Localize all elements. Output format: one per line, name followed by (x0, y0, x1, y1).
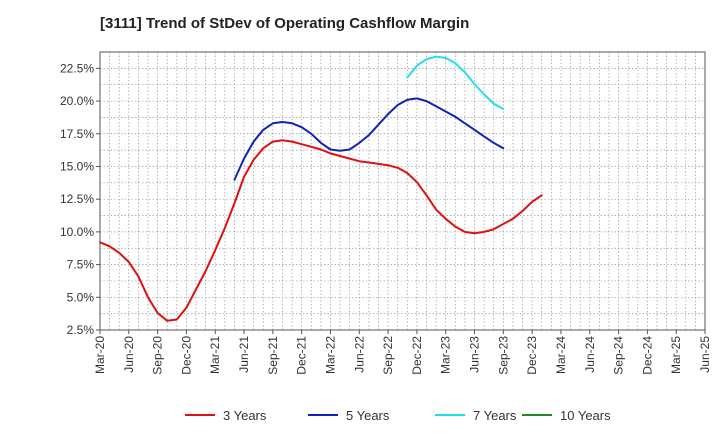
x-axis: Mar-20 Jun-20 Sep-20 Dec-20 Mar-21 Jun-21 Sep-… (93, 330, 712, 375)
grid (100, 52, 705, 330)
y-tick-label: 2.5% (67, 323, 95, 337)
y-tick-label: 15.0% (60, 159, 94, 173)
series-line-5-years (235, 98, 504, 179)
x-tick-label: Jun-24 (583, 336, 597, 373)
x-tick-label: Sep-20 (151, 336, 165, 375)
y-tick-label: 10.0% (60, 225, 94, 239)
x-tick-label: Dec-24 (640, 336, 654, 375)
x-tick-label: Jun-20 (122, 336, 136, 373)
x-tick-label: Sep-22 (381, 336, 395, 375)
y-tick-label: 17.5% (60, 127, 94, 141)
legend-label: 3 Years (223, 408, 267, 423)
legend: 3 Years 5 Years 7 Years 10 Years (185, 408, 611, 423)
y-tick-label: 7.5% (67, 258, 95, 272)
y-axis: 2.5% 5.0% 7.5% 10.0% 12.5% 15.0% 17.5% 20.0% 22.… (60, 61, 100, 337)
x-tick-label: Dec-21 (295, 336, 309, 375)
chart-title: [3111] Trend of StDev of Operating Cashf… (100, 15, 469, 32)
x-tick-label: Dec-23 (525, 336, 539, 375)
x-tick-label: Jun-21 (237, 336, 251, 373)
legend-label: 5 Years (346, 408, 390, 423)
x-tick-label: Jun-23 (468, 336, 482, 373)
legend-label: 7 Years (473, 408, 517, 423)
x-tick-label: Jun-22 (352, 336, 366, 373)
y-tick-label: 22.5% (60, 61, 94, 75)
x-tick-label: Mar-21 (208, 336, 222, 374)
x-tick-label: Dec-22 (410, 336, 424, 375)
x-tick-label: Mar-24 (554, 336, 568, 374)
y-tick-label: 12.5% (60, 192, 94, 206)
x-tick-label: Mar-23 (439, 336, 453, 374)
y-tick-label: 5.0% (67, 290, 95, 304)
x-tick-label: Sep-24 (612, 336, 626, 375)
x-tick-label: Jun-25 (698, 336, 712, 373)
line-chart: [3111] Trend of StDev of Operating Cashf… (0, 0, 720, 440)
x-tick-label: Mar-25 (669, 336, 683, 374)
x-tick-label: Sep-21 (266, 336, 280, 375)
plot-frame (100, 52, 705, 330)
legend-label: 10 Years (560, 408, 611, 423)
x-tick-label: Mar-22 (323, 336, 337, 374)
x-tick-label: Sep-23 (496, 336, 510, 375)
x-tick-label: Dec-20 (179, 336, 193, 375)
y-tick-label: 20.0% (60, 94, 94, 108)
x-tick-label: Mar-20 (93, 336, 107, 374)
